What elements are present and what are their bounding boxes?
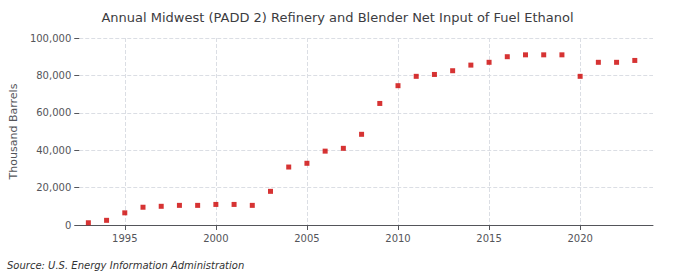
- svg-text:Thousand Barrels: Thousand Barrels: [7, 83, 20, 180]
- svg-text:Source: U.S. Energy Informatio: Source: U.S. Energy Information Administ…: [7, 260, 244, 271]
- svg-text:100,000: 100,000: [30, 33, 71, 44]
- svg-text:Annual Midwest (PADD 2) Refine: Annual Midwest (PADD 2) Refinery and Ble…: [101, 10, 573, 25]
- svg-text:2000: 2000: [203, 233, 228, 244]
- svg-text:2020: 2020: [567, 233, 592, 244]
- svg-text:60,000: 60,000: [36, 107, 71, 118]
- svg-text:40,000: 40,000: [36, 145, 71, 156]
- svg-text:0: 0: [65, 220, 71, 231]
- svg-text:2005: 2005: [294, 233, 319, 244]
- svg-text:1995: 1995: [112, 233, 137, 244]
- svg-text:80,000: 80,000: [36, 70, 71, 81]
- svg-text:2010: 2010: [385, 233, 410, 244]
- svg-text:20,000: 20,000: [36, 182, 71, 193]
- svg-text:2015: 2015: [476, 233, 501, 244]
